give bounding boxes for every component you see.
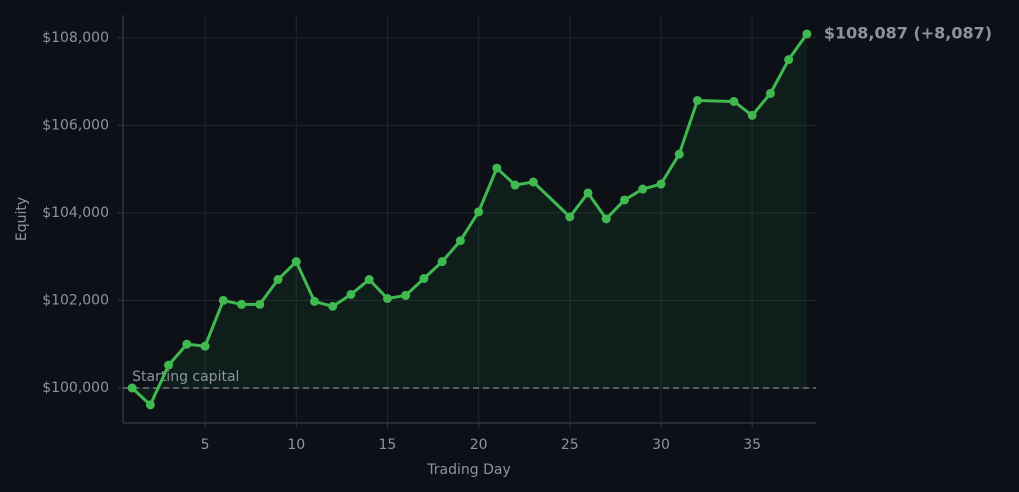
point — [528, 177, 538, 187]
x-axis-label: Trading Day — [426, 462, 510, 478]
point — [145, 400, 155, 410]
point — [455, 236, 465, 246]
point — [656, 179, 666, 189]
point — [309, 296, 319, 306]
point — [437, 257, 447, 267]
point — [291, 257, 301, 267]
x-tick-label: 20 — [470, 437, 488, 453]
point — [638, 184, 648, 194]
point — [382, 293, 392, 303]
x-tick-label: 15 — [379, 437, 397, 453]
area — [132, 33, 807, 405]
point — [601, 214, 611, 224]
point — [127, 383, 137, 393]
y-tick-label: $102,000 — [42, 292, 109, 308]
y-tick-label: $106,000 — [42, 117, 109, 133]
point — [492, 163, 502, 173]
x-tick-label: 25 — [561, 437, 579, 453]
point — [255, 299, 265, 309]
y-tick-label: $108,000 — [42, 30, 109, 46]
y-tick-label: $100,000 — [42, 380, 109, 396]
point — [200, 341, 210, 351]
point — [784, 55, 794, 65]
x-tick-label: 10 — [287, 437, 305, 453]
point — [620, 195, 630, 205]
point — [328, 301, 338, 311]
annotation: $108,087 (+8,087) — [824, 23, 992, 42]
y-tick-label: $104,000 — [42, 205, 109, 221]
point — [692, 95, 702, 105]
point — [510, 180, 520, 190]
point — [729, 96, 739, 106]
point — [565, 212, 575, 222]
point — [583, 188, 593, 198]
x-tick-label: 5 — [201, 437, 210, 453]
x-tick-label: 35 — [743, 437, 761, 453]
point — [474, 207, 484, 217]
point — [747, 110, 757, 120]
point — [401, 290, 411, 300]
point — [802, 29, 812, 39]
point — [164, 360, 174, 370]
reference-label: Starting capital — [132, 369, 239, 385]
point — [765, 88, 775, 98]
point — [237, 299, 247, 309]
point — [419, 274, 429, 284]
point — [364, 275, 374, 285]
point — [273, 275, 283, 285]
point — [346, 289, 356, 299]
point — [674, 149, 684, 159]
point — [218, 295, 228, 305]
y-axis-label: Equity — [14, 197, 30, 241]
x-tick-label: 30 — [652, 437, 670, 453]
point — [182, 339, 192, 349]
